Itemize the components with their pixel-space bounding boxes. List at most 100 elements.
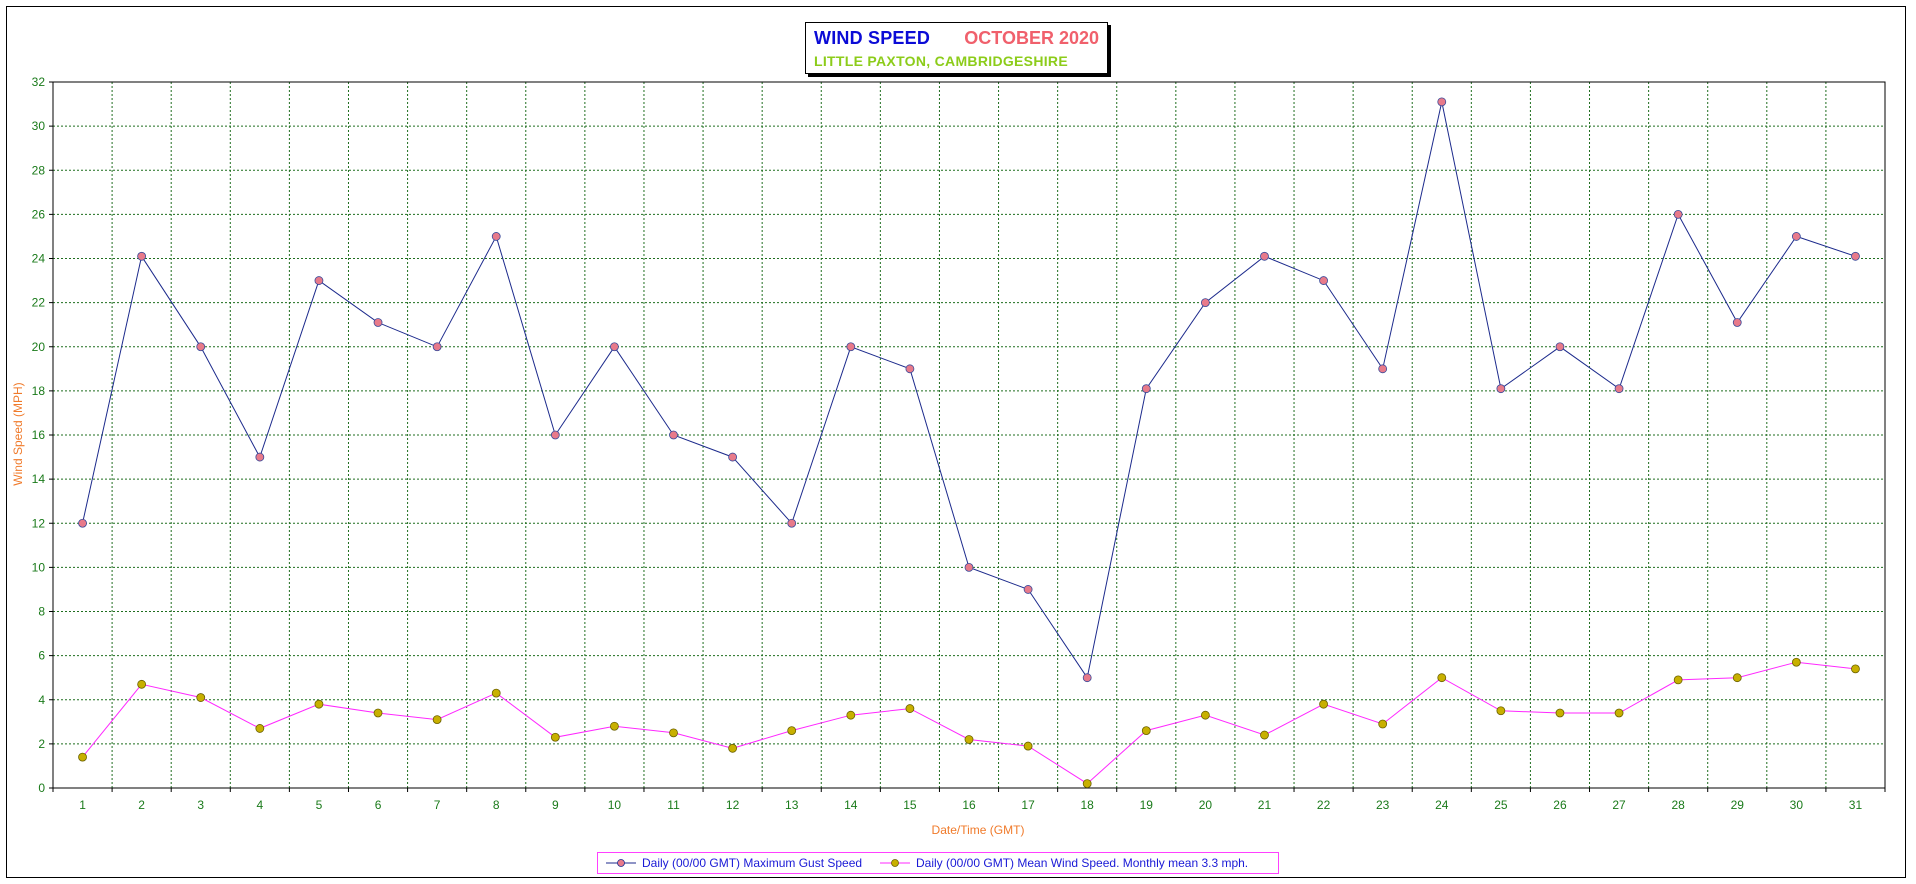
series-markers xyxy=(78,97,1860,788)
x-tick-label: 1 xyxy=(79,798,86,812)
data-point-gust xyxy=(1378,364,1388,374)
data-point-mean xyxy=(491,688,501,698)
data-point-gust xyxy=(1496,384,1506,394)
y-tick-label: 8 xyxy=(38,605,45,619)
x-tick-label: 22 xyxy=(1317,798,1331,812)
data-point-mean xyxy=(550,732,560,742)
data-point-gust xyxy=(550,430,560,440)
legend-swatch-mean xyxy=(880,859,910,867)
x-tick-label: 2 xyxy=(138,798,145,812)
x-tick-label: 11 xyxy=(667,798,680,812)
y-tick-label: 6 xyxy=(38,649,45,663)
data-point-mean xyxy=(1260,730,1269,740)
data-point-gust xyxy=(1851,251,1860,261)
x-tick-label: 19 xyxy=(1140,798,1154,812)
x-tick-label: 24 xyxy=(1435,798,1449,812)
data-point-gust xyxy=(1200,298,1210,308)
data-point-gust xyxy=(669,430,678,440)
data-point-mean xyxy=(432,715,442,725)
x-tick-label: 28 xyxy=(1671,798,1685,812)
data-point-mean xyxy=(1614,708,1624,718)
chart-legend: Daily (00/00 GMT) Maximum Gust Speed Dai… xyxy=(597,852,1279,874)
axes xyxy=(49,81,1886,792)
x-tick-label: 10 xyxy=(608,798,622,812)
data-point-gust xyxy=(1791,232,1801,241)
data-point-mean xyxy=(1378,719,1388,729)
x-tick-label: 5 xyxy=(316,798,323,812)
data-point-mean xyxy=(1200,710,1210,720)
data-point-gust xyxy=(728,452,738,462)
data-point-gust xyxy=(1732,318,1742,327)
data-point-mean xyxy=(787,726,797,736)
data-point-gust xyxy=(1141,384,1151,394)
legend-swatch-gust xyxy=(606,859,636,867)
data-point-gust xyxy=(1023,585,1033,594)
x-tick-label: 25 xyxy=(1494,798,1508,812)
x-tick-label: 15 xyxy=(903,798,917,812)
y-tick-label: 4 xyxy=(38,693,45,707)
y-axis-label: Wind Speed (MPH) xyxy=(11,382,25,485)
data-point-mean xyxy=(1319,699,1328,709)
x-tick-label: 20 xyxy=(1199,798,1213,812)
x-tick-label: 3 xyxy=(197,798,204,812)
chart-title-period: OCTOBER 2020 xyxy=(964,28,1099,48)
data-point-mean xyxy=(137,679,147,689)
data-point-mean xyxy=(314,699,324,709)
x-tick-labels: 1 2 3 4 5 6 7 8 9 10 11 12 13 14 15 16 17 18 19 20 21 22 23 24 2… xyxy=(79,798,1862,812)
data-point-mean xyxy=(255,724,265,733)
x-tick-label: 27 xyxy=(1612,798,1626,812)
data-point-gust xyxy=(78,518,87,528)
x-tick-label: 8 xyxy=(493,798,500,812)
data-point-gust xyxy=(846,342,856,352)
data-point-mean xyxy=(905,704,915,713)
x-tick-label: 29 xyxy=(1731,798,1745,812)
chart-title: WIND SPEED xyxy=(814,28,931,48)
data-point-gust xyxy=(1555,342,1565,352)
data-point-mean xyxy=(1673,675,1683,685)
grid-lines xyxy=(53,81,1885,788)
data-point-mean xyxy=(669,728,678,738)
x-tick-label: 18 xyxy=(1081,798,1095,812)
x-tick-label: 26 xyxy=(1553,798,1567,812)
data-point-gust xyxy=(196,342,206,352)
data-point-gust xyxy=(1437,97,1447,107)
x-tick-label: 7 xyxy=(434,798,441,812)
data-point-gust xyxy=(610,342,619,352)
data-point-gust xyxy=(1673,209,1683,219)
chart-subtitle: LITTLE PAXTON, CAMBRIDGESHIRE xyxy=(814,53,1068,69)
data-point-mean xyxy=(78,752,87,762)
data-point-mean xyxy=(846,710,856,720)
data-point-mean xyxy=(1023,741,1033,751)
plot-border xyxy=(52,81,1886,789)
data-point-mean xyxy=(1496,706,1506,716)
x-tick-label: 13 xyxy=(785,798,799,812)
x-tick-label: 17 xyxy=(1021,798,1035,812)
data-point-mean xyxy=(1851,664,1860,674)
data-point-mean xyxy=(196,693,206,702)
x-axis-label: Date/Time (GMT) xyxy=(932,823,1025,837)
data-point-gust xyxy=(905,364,915,374)
data-point-mean xyxy=(728,743,738,753)
y-tick-label: 14 xyxy=(32,472,46,486)
data-point-gust xyxy=(255,452,265,462)
data-point-mean xyxy=(964,735,974,744)
data-point-mean xyxy=(1141,726,1151,736)
data-point-gust xyxy=(137,251,147,261)
y-tick-label: 16 xyxy=(32,428,46,442)
data-point-mean xyxy=(610,721,619,731)
data-point-gust xyxy=(1319,276,1328,285)
x-tick-label: 12 xyxy=(726,798,740,812)
data-point-mean xyxy=(1791,657,1801,667)
y-tick-label: 22 xyxy=(32,296,46,310)
x-tick-label: 23 xyxy=(1376,798,1390,812)
legend-label-gust: Daily (00/00 GMT) Maximum Gust Speed xyxy=(642,856,863,870)
data-point-mean xyxy=(373,708,383,718)
y-tick-label: 10 xyxy=(32,560,46,574)
x-tick-label: 30 xyxy=(1790,798,1804,812)
data-point-gust xyxy=(373,318,383,327)
x-tick-label: 14 xyxy=(844,798,858,812)
data-point-mean xyxy=(1437,673,1447,683)
y-tick-label: 0 xyxy=(38,781,45,795)
